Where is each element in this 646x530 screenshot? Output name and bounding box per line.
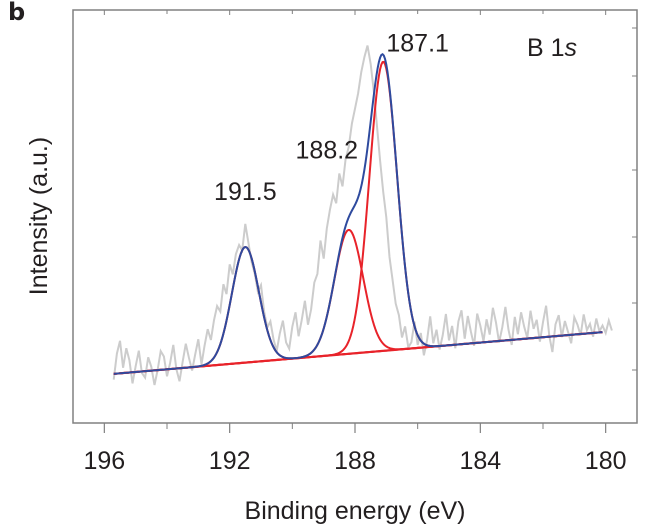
x-tick-label: 192	[209, 447, 251, 475]
x-axis-title: Binding energy (eV)	[245, 497, 466, 525]
orbital-annotation: B 1s	[527, 34, 577, 62]
peak-label: 191.5	[214, 178, 277, 206]
y-axis-title: Intensity (a.u.)	[25, 137, 53, 295]
plot-border	[72, 9, 638, 424]
x-tick-label: 184	[459, 447, 501, 475]
axis-ticks: 196 192 188 184 180	[83, 10, 637, 475]
orbital-subshell: s	[565, 34, 578, 62]
plot-frame	[72, 9, 638, 424]
peak-label: 188.2	[296, 137, 359, 165]
series-group	[112, 45, 613, 386]
peak-label: 187.1	[386, 29, 449, 57]
x-tick-label: 196	[83, 447, 125, 475]
x-tick-label: 188	[334, 447, 376, 475]
raw-spectrum-line	[112, 45, 613, 386]
envelope-fit-line	[113, 52, 603, 375]
orbital-element: B 1	[527, 34, 565, 62]
label-group: 191.5 188.2 187.1	[214, 29, 449, 206]
x-tick-label: 180	[585, 447, 627, 475]
panel-label: b	[8, 0, 26, 26]
component-peak-191-5	[113, 245, 603, 375]
